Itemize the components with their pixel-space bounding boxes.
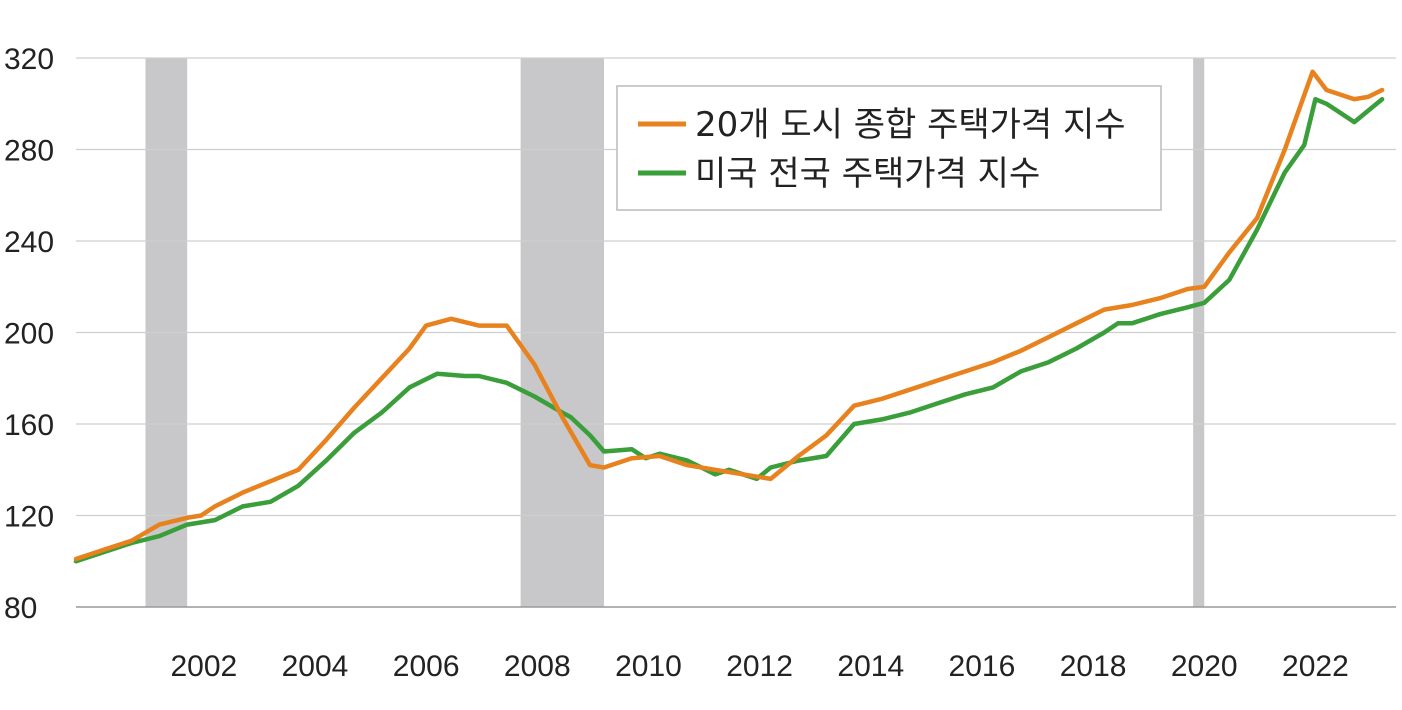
x-tick-label: 2022 bbox=[1282, 650, 1349, 683]
x-tick-label: 2012 bbox=[726, 650, 793, 683]
y-tick-label: 280 bbox=[4, 135, 54, 168]
x-tick-label: 2008 bbox=[504, 650, 571, 683]
legend-label-national: 미국 전국 주택가격 지수 bbox=[695, 154, 1040, 194]
x-tick-label: 2020 bbox=[1171, 650, 1238, 683]
series-line-20-city bbox=[73, 69, 1385, 562]
gridlines bbox=[76, 57, 1396, 608]
legend: 20개 도시 종합 주택가격 지수 미국 전국 주택가격 지수 bbox=[616, 85, 1162, 211]
legend-label-20-city: 20개 도시 종합 주택가격 지수 bbox=[695, 105, 1126, 145]
y-axis-ticks: 80 120 160 200 240 280 320 bbox=[4, 43, 54, 625]
x-tick-label: 2010 bbox=[615, 650, 682, 683]
x-tick-label: 2002 bbox=[170, 650, 237, 683]
y-tick-label: 120 bbox=[4, 501, 54, 534]
y-tick-label: 200 bbox=[4, 318, 54, 351]
series-lines bbox=[73, 69, 1385, 564]
x-tick-label: 2016 bbox=[949, 650, 1016, 683]
y-tick-label: 320 bbox=[4, 43, 54, 76]
y-tick-label: 160 bbox=[4, 409, 54, 442]
x-axis-ticks: 2002 2004 2006 2008 2010 2012 2014 2016 2018 2020… bbox=[170, 650, 1348, 683]
x-tick-label: 2014 bbox=[837, 650, 904, 683]
x-tick-label: 2018 bbox=[1060, 650, 1127, 683]
legend-box bbox=[616, 85, 1162, 211]
y-tick-label: 80 bbox=[4, 592, 37, 625]
x-tick-label: 2006 bbox=[393, 650, 460, 683]
x-tick-label: 2004 bbox=[282, 650, 349, 683]
y-tick-label: 240 bbox=[4, 226, 54, 259]
